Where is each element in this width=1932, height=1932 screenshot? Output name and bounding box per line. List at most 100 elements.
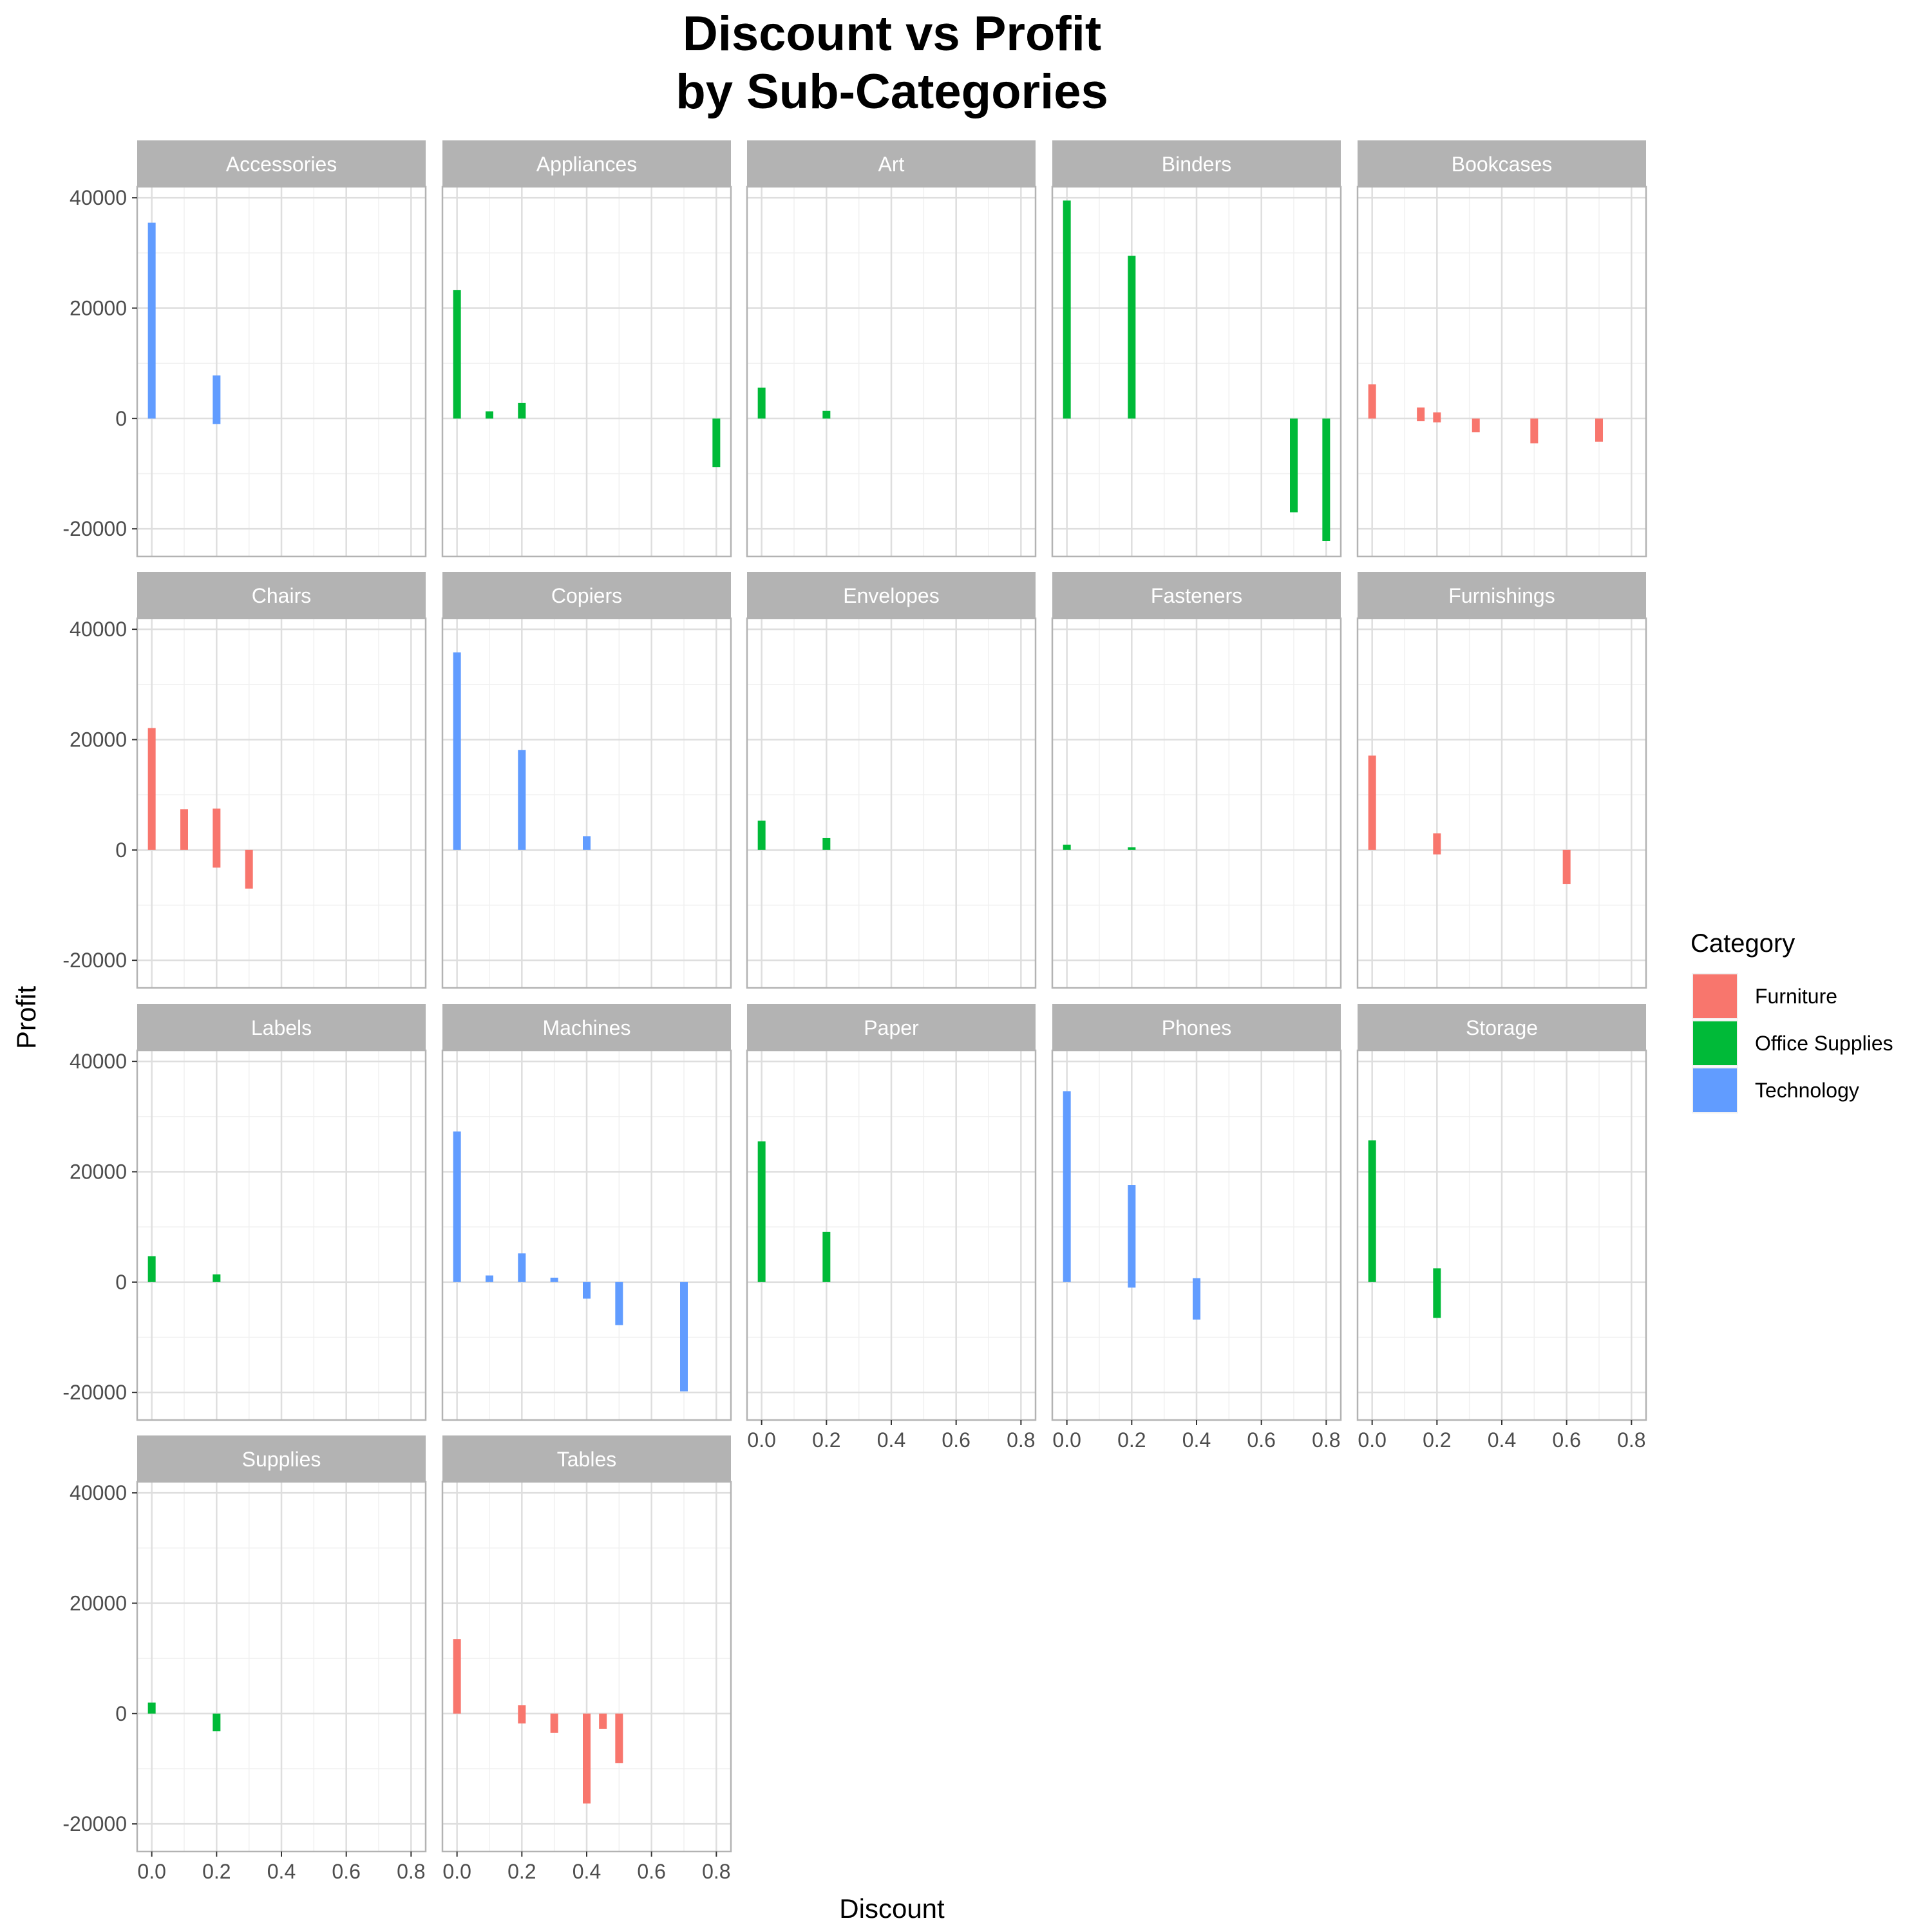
facet-label-phones: Phones bbox=[1162, 1016, 1232, 1039]
facet-strip-phones bbox=[1052, 1004, 1341, 1050]
bar-copiers-discount-0 bbox=[453, 652, 461, 850]
facet-panel-supplies: Supplies -20000 0 20000 40000 0.0 0.2 0.4 0.6 0.8 bbox=[62, 1435, 427, 1883]
bar-machines-discount-0-1 bbox=[485, 1275, 493, 1282]
bar-chairs-discount-0-2 bbox=[213, 808, 221, 868]
bar-paper-discount-0-2 bbox=[822, 1231, 831, 1282]
facet-strip-art bbox=[747, 140, 1036, 187]
facet-label-appliances: Appliances bbox=[536, 153, 638, 176]
x-tick-label: 0.0 bbox=[1052, 1428, 1081, 1452]
bar-machines-discount-0-4 bbox=[583, 1282, 591, 1299]
facet-label-supplies: Supplies bbox=[242, 1448, 321, 1471]
facet-panel-furnishings: Furnishings bbox=[1356, 572, 1647, 989]
x-tick-label: 0.6 bbox=[1552, 1428, 1580, 1452]
facet-label-labels: Labels bbox=[251, 1016, 312, 1039]
bar-chairs-discount-0 bbox=[147, 728, 156, 850]
facet-label-paper: Paper bbox=[864, 1016, 919, 1039]
bar-copiers-discount-0-4 bbox=[583, 836, 591, 850]
facet-label-envelopes: Envelopes bbox=[843, 584, 939, 607]
x-tick-label: 0.4 bbox=[1488, 1428, 1516, 1452]
bar-art-discount-0-2 bbox=[822, 410, 831, 419]
facet-strip-storage bbox=[1358, 1004, 1646, 1050]
x-tick-label: 0.6 bbox=[1247, 1428, 1275, 1452]
bar-fasteners-discount-0 bbox=[1063, 844, 1071, 850]
bar-appliances-discount-0-8 bbox=[712, 418, 721, 468]
y-tick-label: 40000 bbox=[70, 1050, 127, 1073]
x-tick-label: 0.8 bbox=[1312, 1428, 1340, 1452]
x-tick-label: 0.6 bbox=[942, 1428, 970, 1452]
chart-title-line-1: Discount vs Profit bbox=[683, 6, 1101, 61]
bar-paper-discount-0 bbox=[757, 1141, 766, 1282]
panel-border bbox=[746, 617, 1037, 989]
y-tick-label: 40000 bbox=[70, 618, 127, 641]
legend-label-office-supplies: Office Supplies bbox=[1755, 1032, 1893, 1055]
panel-border bbox=[441, 185, 732, 558]
y-tick-label: -20000 bbox=[62, 1812, 127, 1835]
bar-envelopes-discount-0 bbox=[757, 820, 766, 850]
bar-tables-discount-0-2 bbox=[518, 1705, 526, 1724]
facet-panel-storage: Storage 0.0 0.2 0.4 0.6 0.8 bbox=[1356, 1004, 1647, 1452]
bar-machines-discount-0 bbox=[453, 1131, 461, 1282]
x-tick-label: 0.4 bbox=[877, 1428, 905, 1452]
facet-strip-machines bbox=[442, 1004, 731, 1050]
facet-panel-accessories: Accessories -20000 0 20000 40000 bbox=[62, 140, 427, 558]
panel-border bbox=[441, 1049, 732, 1421]
bar-binders-discount-0-7 bbox=[1290, 418, 1298, 513]
facet-strip-appliances bbox=[442, 140, 731, 187]
x-tick-label: 0.0 bbox=[747, 1428, 775, 1452]
facet-strip-labels bbox=[137, 1004, 426, 1050]
bar-fasteners-discount-0-2 bbox=[1128, 847, 1136, 850]
bar-appliances-discount-0-2 bbox=[518, 402, 526, 419]
bar-phones-discount-0 bbox=[1063, 1091, 1071, 1282]
bar-art-discount-0 bbox=[757, 387, 766, 419]
facet-panel-bookcases: Bookcases bbox=[1356, 140, 1647, 558]
x-tick-label: 0.0 bbox=[442, 1860, 471, 1883]
facet-panel-art: Art bbox=[746, 140, 1037, 558]
bar-supplies-discount-0 bbox=[147, 1702, 156, 1714]
bar-machines-discount-0-5 bbox=[615, 1282, 623, 1325]
facet-strip-supplies bbox=[137, 1435, 426, 1482]
bar-machines-discount-0-3 bbox=[550, 1277, 558, 1282]
x-tick-label: 0.6 bbox=[332, 1860, 360, 1883]
facet-panel-machines: Machines bbox=[441, 1004, 732, 1421]
facet-label-bookcases: Bookcases bbox=[1452, 153, 1553, 176]
facet-strip-copiers bbox=[442, 572, 731, 618]
bar-appliances-discount-0 bbox=[453, 290, 461, 419]
facet-panel-chairs: Chairs -20000 0 20000 40000 bbox=[62, 572, 427, 989]
bar-labels-discount-0 bbox=[147, 1256, 156, 1282]
x-tick-label: 0.8 bbox=[702, 1860, 730, 1883]
facet-panel-tables: Tables 0.0 0.2 0.4 0.6 0.8 bbox=[441, 1435, 732, 1883]
bar-labels-discount-0-2 bbox=[213, 1274, 221, 1282]
facet-label-tables: Tables bbox=[557, 1448, 617, 1471]
panel-border bbox=[136, 185, 427, 558]
x-tick-label: 0.8 bbox=[397, 1860, 425, 1883]
facet-panel-paper: Paper 0.0 0.2 0.4 0.6 0.8 bbox=[746, 1004, 1037, 1452]
bar-accessories-discount-0 bbox=[147, 222, 156, 419]
bar-chairs-discount-0-3 bbox=[245, 849, 253, 889]
y-tick-label: 20000 bbox=[70, 296, 127, 319]
x-tick-label: 0.2 bbox=[507, 1860, 536, 1883]
bar-supplies-discount-0-2 bbox=[213, 1713, 221, 1732]
y-axis-title: Profit bbox=[11, 986, 41, 1049]
panel-border bbox=[1356, 617, 1647, 989]
bar-bookcases-discount-0-5 bbox=[1530, 418, 1539, 444]
x-tick-label: 0.8 bbox=[1617, 1428, 1645, 1452]
x-tick-label: 0.2 bbox=[1423, 1428, 1451, 1452]
x-axis-title: Discount bbox=[839, 1893, 945, 1924]
facet-strip-envelopes bbox=[747, 572, 1036, 618]
facet-strip-furnishings bbox=[1358, 572, 1646, 618]
x-tick-label: 0.0 bbox=[1358, 1428, 1386, 1452]
panel-border bbox=[1051, 185, 1342, 558]
legend-label-furniture: Furniture bbox=[1755, 985, 1837, 1008]
facet-label-copiers: Copiers bbox=[551, 584, 622, 607]
facet-label-storage: Storage bbox=[1466, 1016, 1538, 1039]
facet-panel-envelopes: Envelopes bbox=[746, 572, 1037, 989]
bar-storage-discount-0-2 bbox=[1433, 1268, 1441, 1318]
x-tick-label: 0.4 bbox=[573, 1860, 601, 1883]
y-tick-label: 20000 bbox=[70, 1591, 127, 1615]
x-tick-label: 0.2 bbox=[812, 1428, 840, 1452]
bar-tables-discount-0-3 bbox=[550, 1713, 558, 1733]
facet-strip-accessories bbox=[137, 140, 426, 187]
y-tick-label: -20000 bbox=[62, 517, 127, 540]
facet-panel-appliances: Appliances bbox=[441, 140, 732, 558]
